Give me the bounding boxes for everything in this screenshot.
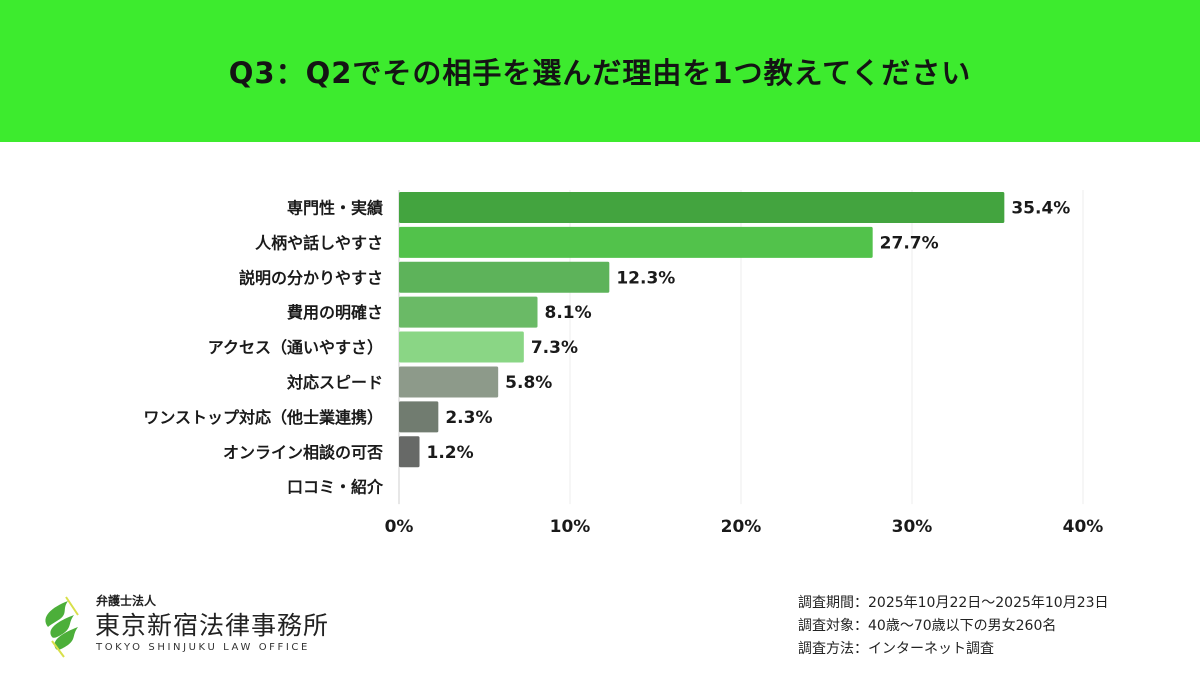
firm-logo-icon: [45, 596, 79, 658]
logo-english: TOKYO SHINJUKU LAW OFFICE: [96, 642, 310, 653]
bar: [399, 366, 499, 398]
survey-period: 調査期間：2025年10月22日～2025年10月23日: [798, 595, 1109, 611]
bar: [399, 296, 538, 328]
x-tick-label: 0%: [385, 517, 414, 537]
bar: [399, 401, 439, 433]
title-banner: Q3：Q2でその相手を選んだ理由を1つ教えてください: [0, 0, 1200, 142]
x-tick-label: 40%: [1063, 517, 1104, 537]
category-label: ワンストップ対応（他士業連携）: [143, 408, 383, 427]
data-label: 35.4%: [1011, 198, 1070, 218]
bar: [399, 226, 873, 258]
data-label: 8.1%: [545, 303, 592, 323]
category-label: 人柄や話しやすさ: [255, 233, 383, 252]
category-label: 費用の明確さ: [287, 303, 383, 322]
survey-target: 調査対象：40歳～70歳以下の男女260名: [798, 618, 1057, 634]
bar-chart: 0% 10% 20% 30% 40% 専門性・実績 35.4% 人柄や話しやすさ 27.7% 説明…: [143, 190, 1104, 537]
bar: [399, 191, 1005, 223]
logo-subtitle: 弁護士法人: [96, 594, 157, 608]
data-label: 2.3%: [445, 408, 492, 428]
data-label: 27.7%: [880, 233, 939, 253]
data-label: 1.2%: [427, 443, 474, 463]
bar: [399, 261, 610, 293]
category-label: アクセス（通いやすさ）: [208, 338, 383, 357]
data-label: 12.3%: [616, 268, 675, 288]
category-label: 説明の分かりやすさ: [239, 268, 383, 287]
x-tick-label: 30%: [892, 517, 933, 537]
survey-notes: 調査期間：2025年10月22日～2025年10月23日 調査対象：40歳～70…: [798, 592, 1109, 661]
logo-name: 東京新宿法律事務所: [95, 611, 330, 640]
category-label: 専門性・実績: [287, 198, 383, 217]
x-tick-label: 10%: [550, 517, 591, 537]
survey-method: 調査方法：インターネット調査: [798, 641, 994, 657]
category-label: 口コミ・紹介: [287, 478, 384, 497]
bar: [399, 331, 524, 363]
category-label: 対応スピード: [286, 373, 383, 392]
data-label: 5.8%: [505, 373, 552, 393]
x-tick-label: 20%: [721, 517, 762, 537]
bar: [399, 436, 420, 468]
chart-title: Q3：Q2でその相手を選んだ理由を1つ教えてください: [228, 56, 972, 90]
category-label: オンライン相談の可否: [223, 443, 383, 462]
data-label: 7.3%: [531, 338, 578, 358]
